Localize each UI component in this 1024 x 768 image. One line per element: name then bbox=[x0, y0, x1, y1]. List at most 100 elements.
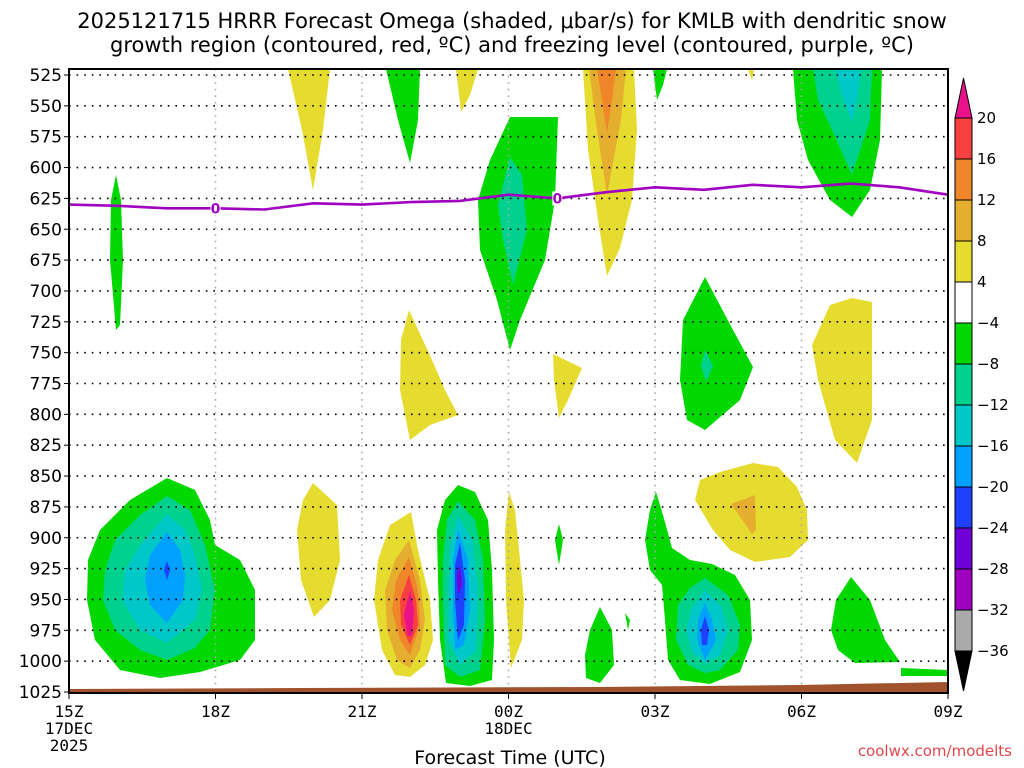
y-tick-label: 950 bbox=[30, 590, 62, 610]
y-tick-label: 975 bbox=[30, 621, 62, 641]
omega-region bbox=[585, 607, 614, 683]
colorbar-bin bbox=[954, 486, 973, 529]
omega-region bbox=[653, 69, 667, 100]
y-tick-label: 625 bbox=[30, 189, 62, 209]
y-axis-ticks: 525 550 575 600 625 650 675 700 725 750 775 800 825 8… bbox=[19, 66, 69, 703]
colorbar-arrow-top bbox=[954, 77, 973, 119]
omega-region bbox=[835, 69, 860, 122]
y-tick-label: 750 bbox=[30, 344, 62, 364]
freezing-level-contour: 00 bbox=[68, 182, 949, 217]
colorbar-bin bbox=[954, 158, 973, 201]
omega-region bbox=[297, 483, 340, 617]
colorbar-bin bbox=[954, 609, 973, 652]
freezing-level-label: 0 bbox=[552, 191, 562, 207]
plot-area: 00 bbox=[68, 68, 949, 694]
y-tick-label: 525 bbox=[30, 66, 62, 86]
y-tick-label: 900 bbox=[30, 529, 62, 549]
y-tick-label: 775 bbox=[30, 375, 62, 395]
colorbar-tick-label: −8 bbox=[977, 355, 999, 373]
omega-region bbox=[701, 350, 713, 382]
colorbar-tick-label: 20 bbox=[977, 109, 996, 127]
x-tick-label: 18DEC bbox=[484, 719, 532, 738]
x-tick-label: 15Z bbox=[55, 702, 84, 721]
colorbar-tick-label: 4 bbox=[977, 273, 987, 291]
x-tick-label: 2025 bbox=[50, 736, 89, 755]
y-tick-label: 1000 bbox=[19, 652, 62, 672]
omega-region bbox=[457, 565, 462, 595]
freezing-level-label: 0 bbox=[211, 201, 221, 217]
x-tick-label: 21Z bbox=[348, 702, 377, 721]
x-tick-label: 18Z bbox=[201, 702, 230, 721]
colorbar-tick-label: −16 bbox=[977, 437, 1009, 455]
colorbar-bin bbox=[954, 568, 973, 611]
colorbar-bin bbox=[954, 445, 973, 488]
y-tick-label: 925 bbox=[30, 560, 62, 580]
y-tick-label: 575 bbox=[30, 128, 62, 148]
omega-region bbox=[748, 69, 754, 80]
y-tick-label: 675 bbox=[30, 251, 62, 271]
omega-region bbox=[731, 495, 756, 534]
omega-region bbox=[555, 524, 563, 565]
y-tick-label: 800 bbox=[30, 405, 62, 425]
colorbar-bin bbox=[954, 363, 973, 406]
y-tick-label: 650 bbox=[30, 220, 62, 240]
y-tick-label: 550 bbox=[30, 97, 62, 117]
colorbar-bin bbox=[954, 322, 973, 365]
colorbar-tick-label: −36 bbox=[977, 642, 1009, 660]
x-tick-label: 03Z bbox=[641, 702, 670, 721]
colorbar-tick-label: −28 bbox=[977, 560, 1009, 578]
colorbar-bin bbox=[954, 199, 973, 242]
ground-layer bbox=[69, 682, 948, 693]
colorbar-bin bbox=[954, 240, 973, 283]
freezing-label-bg bbox=[210, 201, 221, 216]
omega-region bbox=[680, 277, 753, 430]
omega-region bbox=[831, 577, 900, 663]
omega-region bbox=[288, 69, 330, 190]
colorbar-tick-label: 12 bbox=[977, 191, 996, 209]
omega-region bbox=[145, 532, 185, 623]
colorbar-bin bbox=[954, 527, 973, 570]
ground-terrain bbox=[69, 682, 948, 693]
omega-region bbox=[404, 590, 414, 637]
omega-region bbox=[625, 613, 630, 630]
omega-region bbox=[597, 69, 616, 133]
x-tick-label: 00Z bbox=[494, 702, 523, 721]
omega-region bbox=[455, 543, 465, 640]
omega-region bbox=[400, 310, 458, 440]
y-tick-label: 1025 bbox=[19, 683, 62, 703]
freezing-label-bg bbox=[552, 191, 563, 206]
colorbar-tick-label: −12 bbox=[977, 396, 1009, 414]
omega-region bbox=[505, 492, 524, 668]
y-tick-label: 700 bbox=[30, 282, 62, 302]
colorbar-bin bbox=[954, 117, 973, 160]
omega-region bbox=[553, 354, 582, 418]
colorbar-tick-label: −4 bbox=[977, 314, 999, 332]
omega-region bbox=[386, 69, 420, 163]
colorbar-bin bbox=[954, 281, 973, 324]
colorbar-arrow-bottom bbox=[954, 650, 973, 692]
y-tick-label: 600 bbox=[30, 159, 62, 179]
y-tick-label: 825 bbox=[30, 436, 62, 456]
colorbar-tick-label: −20 bbox=[977, 478, 1009, 496]
y-tick-label: 850 bbox=[30, 467, 62, 487]
y-tick-label: 725 bbox=[30, 313, 62, 333]
omega-region bbox=[901, 668, 948, 676]
colorbar: 20 16 12 8 4 −4 −8 −12 −16 −20 −24 −28 −32 −36 bbox=[954, 77, 1009, 692]
colorbar-tick-label: 16 bbox=[977, 150, 996, 168]
x-axis-label: Forecast Time (UTC) bbox=[414, 747, 605, 768]
title-line-1: 2025121715 HRRR Forecast Omega (shaded, … bbox=[77, 9, 947, 33]
omega-region bbox=[110, 175, 123, 330]
chart-title: 2025121715 HRRR Forecast Omega (shaded, … bbox=[77, 9, 947, 57]
credit-link[interactable]: coolwx.com/modelts bbox=[858, 742, 1012, 760]
omega-region bbox=[812, 298, 872, 463]
y-tick-label: 875 bbox=[30, 498, 62, 518]
omega-region bbox=[498, 157, 527, 285]
x-tick-label: 17DEC bbox=[45, 719, 93, 738]
colorbar-bin bbox=[954, 404, 973, 447]
omega-region bbox=[701, 616, 709, 645]
colorbar-tick-label: −32 bbox=[977, 601, 1009, 619]
omega-region bbox=[589, 69, 626, 195]
x-tick-label: 09Z bbox=[934, 702, 963, 721]
